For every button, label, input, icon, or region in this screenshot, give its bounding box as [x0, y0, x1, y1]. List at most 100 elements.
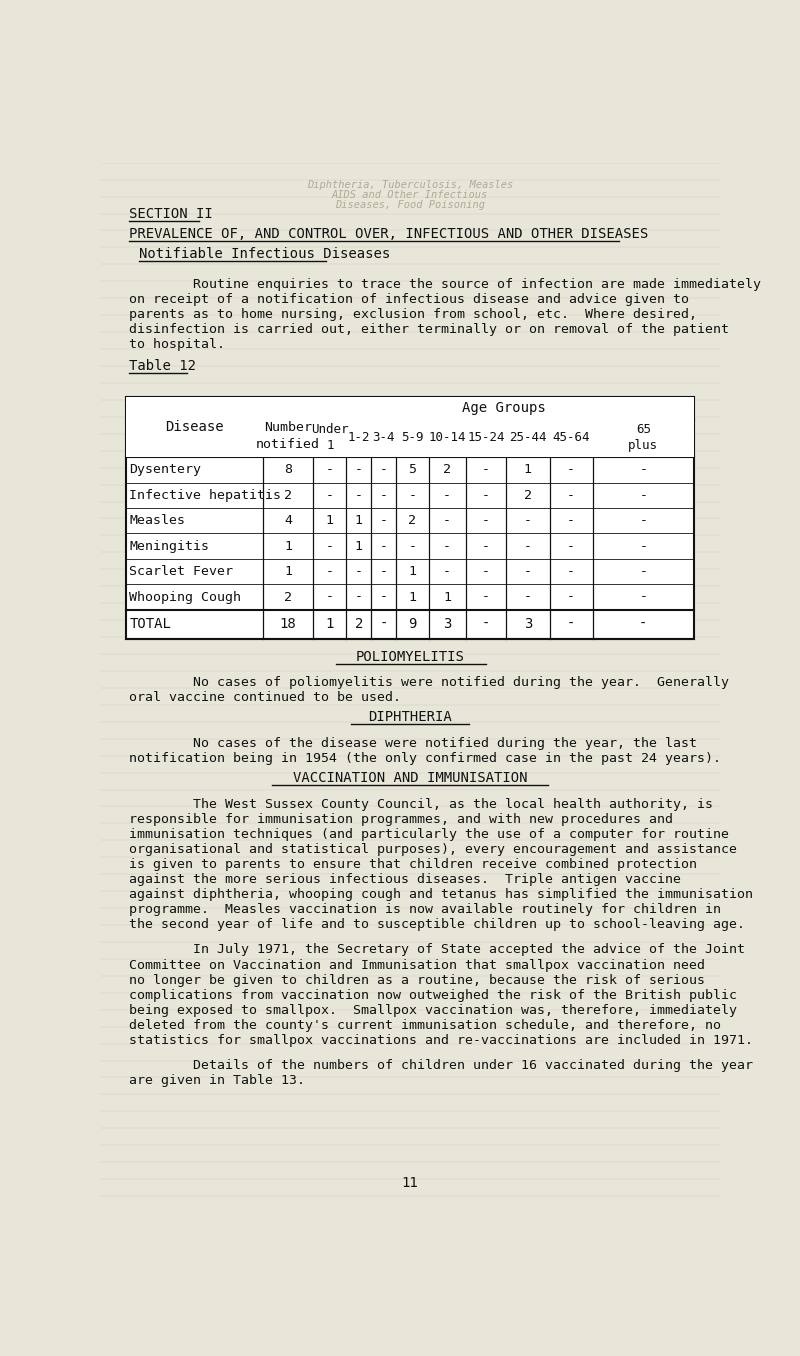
Text: -: - — [380, 464, 388, 476]
Text: TOTAL: TOTAL — [130, 617, 171, 632]
Text: The West Sussex County Council, as the local health authority, is: The West Sussex County Council, as the l… — [130, 797, 714, 811]
Text: -: - — [567, 514, 575, 527]
Text: 25-44: 25-44 — [509, 431, 546, 445]
Text: -: - — [524, 540, 532, 553]
Text: -: - — [380, 565, 388, 578]
Text: -: - — [482, 490, 490, 502]
Text: 1: 1 — [326, 514, 334, 527]
Text: -: - — [380, 514, 388, 527]
Text: -: - — [482, 540, 490, 553]
Text: being exposed to smallpox.  Smallpox vaccination was, therefore, immediately: being exposed to smallpox. Smallpox vacc… — [130, 1003, 738, 1017]
Text: AIDS and Other Infectious: AIDS and Other Infectious — [332, 190, 488, 199]
Text: -: - — [379, 617, 388, 632]
Text: POLIOMYELITIS: POLIOMYELITIS — [355, 650, 465, 663]
Text: on receipt of a notification of infectious disease and advice given to: on receipt of a notification of infectio… — [130, 293, 690, 306]
Text: notification being in 1954 (the only confirmed case in the past 24 years).: notification being in 1954 (the only con… — [130, 751, 722, 765]
Text: 15-24: 15-24 — [467, 431, 505, 445]
Text: to hospital.: to hospital. — [130, 338, 226, 351]
Text: -: - — [639, 590, 647, 603]
Text: is given to parents to ensure that children receive combined protection: is given to parents to ensure that child… — [130, 857, 698, 871]
Text: DIPHTHERIA: DIPHTHERIA — [368, 711, 452, 724]
Text: 5-9: 5-9 — [401, 431, 423, 445]
Text: Diphtheria, Tuberculosis, Measles: Diphtheria, Tuberculosis, Measles — [307, 179, 513, 190]
Text: -: - — [408, 540, 416, 553]
Text: -: - — [567, 565, 575, 578]
Text: -: - — [639, 617, 647, 632]
Text: 1: 1 — [443, 590, 451, 603]
Text: 2: 2 — [284, 590, 292, 603]
Text: 8: 8 — [284, 464, 292, 476]
Text: 2: 2 — [524, 490, 532, 502]
Text: 2: 2 — [354, 617, 363, 632]
Text: 1: 1 — [408, 590, 416, 603]
Text: -: - — [482, 617, 490, 632]
Text: responsible for immunisation programmes, and with new procedures and: responsible for immunisation programmes,… — [130, 812, 674, 826]
Text: Scarlet Fever: Scarlet Fever — [130, 565, 234, 578]
Text: -: - — [326, 565, 334, 578]
Text: Diseases, Food Poisoning: Diseases, Food Poisoning — [335, 199, 485, 210]
Text: 5: 5 — [408, 464, 416, 476]
Text: No cases of the disease were notified during the year, the last: No cases of the disease were notified du… — [130, 736, 698, 750]
Text: 1: 1 — [355, 540, 363, 553]
Text: Details of the numbers of children under 16 vaccinated during the year: Details of the numbers of children under… — [130, 1059, 754, 1073]
Text: -: - — [355, 565, 363, 578]
Text: Table 12: Table 12 — [130, 359, 197, 373]
Text: VACCINATION AND IMMUNISATION: VACCINATION AND IMMUNISATION — [293, 772, 527, 785]
Text: Whooping Cough: Whooping Cough — [130, 590, 242, 603]
Text: 1: 1 — [326, 617, 334, 632]
Text: No cases of poliomyelitis were notified during the year.  Generally: No cases of poliomyelitis were notified … — [130, 675, 730, 689]
Text: Notifiable Infectious Diseases: Notifiable Infectious Diseases — [138, 247, 390, 262]
Text: 9: 9 — [408, 617, 417, 632]
Text: -: - — [380, 590, 388, 603]
Text: statistics for smallpox vaccinations and re-vaccinations are included in 1971.: statistics for smallpox vaccinations and… — [130, 1033, 754, 1047]
Text: SECTION II: SECTION II — [130, 207, 213, 221]
Text: Meningitis: Meningitis — [130, 540, 210, 553]
Text: against the more serious infectious diseases.  Triple antigen vaccine: against the more serious infectious dise… — [130, 873, 682, 885]
Text: -: - — [443, 514, 451, 527]
Text: -: - — [567, 540, 575, 553]
Text: oral vaccine continued to be used.: oral vaccine continued to be used. — [130, 692, 402, 704]
Bar — [126, 397, 694, 639]
Text: -: - — [380, 540, 388, 553]
Text: deleted from the county's current immunisation schedule, and therefore, no: deleted from the county's current immuni… — [130, 1018, 722, 1032]
Text: 1: 1 — [524, 464, 532, 476]
Text: organisational and statistical purposes), every encouragement and assistance: organisational and statistical purposes)… — [130, 842, 738, 856]
Text: -: - — [326, 540, 334, 553]
Text: 3-4: 3-4 — [373, 431, 395, 445]
Text: 1: 1 — [284, 565, 292, 578]
Text: -: - — [355, 590, 363, 603]
Bar — [314, 397, 693, 418]
Text: against diphtheria, whooping cough and tetanus has simplified the immunisation: against diphtheria, whooping cough and t… — [130, 888, 754, 900]
Text: the second year of life and to susceptible children up to school-leaving age.: the second year of life and to susceptib… — [130, 918, 746, 930]
Text: 18: 18 — [279, 617, 296, 632]
Text: -: - — [482, 565, 490, 578]
Text: -: - — [524, 565, 532, 578]
Text: 11: 11 — [402, 1176, 418, 1189]
Text: 1: 1 — [284, 540, 292, 553]
Text: -: - — [567, 590, 575, 603]
Text: 3: 3 — [524, 617, 532, 632]
Text: no longer be given to children as a routine, because the risk of serious: no longer be given to children as a rout… — [130, 974, 706, 987]
Text: 4: 4 — [284, 514, 292, 527]
Text: -: - — [408, 490, 416, 502]
Text: -: - — [326, 590, 334, 603]
Text: -: - — [443, 490, 451, 502]
Text: complications from vaccination now outweighed the risk of the British public: complications from vaccination now outwe… — [130, 989, 738, 1002]
Text: -: - — [482, 464, 490, 476]
Text: immunisation techniques (and particularly the use of a computer for routine: immunisation techniques (and particularl… — [130, 827, 730, 841]
Text: -: - — [355, 464, 363, 476]
Text: -: - — [639, 540, 647, 553]
Text: -: - — [524, 514, 532, 527]
Text: Under
1: Under 1 — [311, 423, 349, 453]
Text: disinfection is carried out, either terminally or on removal of the patient: disinfection is carried out, either term… — [130, 323, 730, 336]
Text: -: - — [567, 617, 575, 632]
Text: 3: 3 — [443, 617, 451, 632]
Text: 2: 2 — [284, 490, 292, 502]
Text: 1: 1 — [408, 565, 416, 578]
Bar — [126, 397, 694, 457]
Text: -: - — [639, 464, 647, 476]
Text: -: - — [326, 490, 334, 502]
Text: -: - — [443, 565, 451, 578]
Text: -: - — [326, 464, 334, 476]
Text: programme.  Measles vaccination is now available routinely for children in: programme. Measles vaccination is now av… — [130, 903, 722, 915]
